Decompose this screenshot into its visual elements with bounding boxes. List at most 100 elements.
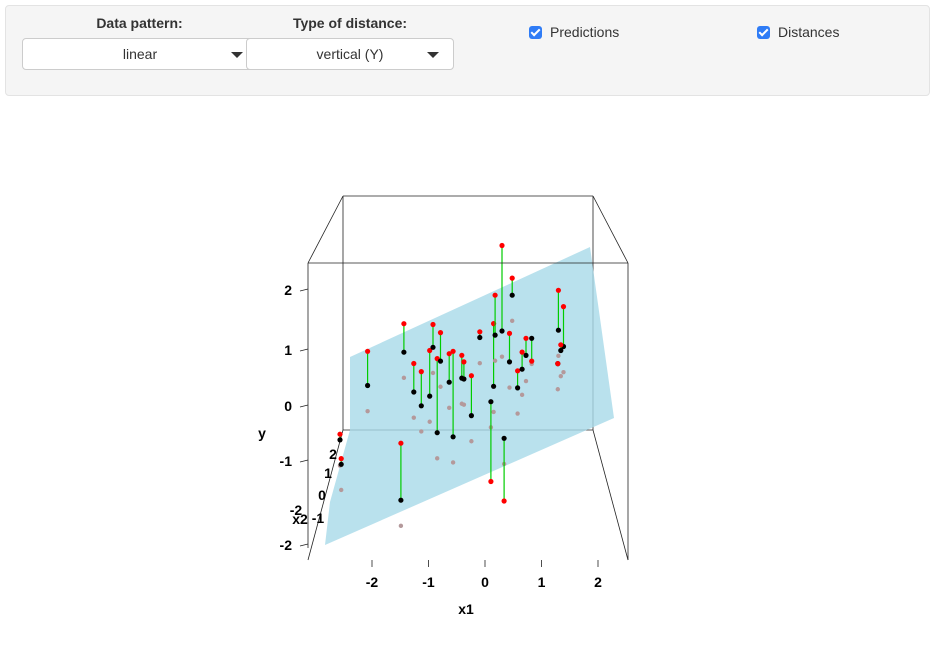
predicted-point: [555, 287, 562, 293]
chevron-down-icon: [231, 52, 243, 58]
observed-point: [450, 434, 456, 440]
distance-type-select[interactable]: vertical (Y): [246, 38, 454, 70]
predicted-point: [430, 321, 436, 328]
predicted-point: [492, 292, 498, 298]
y-tick-label: -2: [280, 537, 293, 553]
shadow-point: [419, 429, 424, 434]
shadow-point: [510, 318, 515, 324]
observed-point: [509, 292, 515, 298]
x2-axis-label: x2: [292, 511, 308, 527]
y-tick-label: -1: [280, 453, 293, 469]
shadow-point: [339, 487, 344, 493]
predictions-checkbox[interactable]: Predictions: [529, 24, 619, 40]
x2-tick-label: 2: [329, 446, 337, 462]
x2-tick-label: -1: [312, 510, 325, 526]
data-pattern-label: Data pattern:: [96, 15, 183, 31]
data-points: [337, 242, 567, 529]
distances-checkbox[interactable]: Distances: [757, 24, 839, 40]
x1-tick-label: -2: [366, 574, 379, 590]
observed-point: [488, 399, 494, 405]
observed-point: [434, 430, 440, 436]
x2-tick-label: -2: [290, 502, 303, 518]
observed-point: [461, 376, 467, 382]
x2-tick-label: 1: [324, 465, 332, 481]
shadow-point: [469, 439, 474, 444]
axis-ticks: -2 -1 0 1 2 -2 -1 0 1 2 -2 -1 0 1 2: [280, 282, 603, 590]
observed-point: [446, 379, 452, 385]
shadow-point: [447, 405, 452, 411]
data-pattern-select[interactable]: linear: [22, 38, 258, 70]
plot-box-front: [307, 262, 629, 560]
predicted-point: [337, 431, 343, 437]
observed-point: [411, 389, 417, 395]
shadow-point: [477, 360, 482, 366]
observed-point: [337, 437, 343, 443]
y-tick: [299, 404, 309, 408]
observed-point: [529, 335, 535, 341]
observed-point: [430, 344, 436, 350]
shadow-point: [438, 384, 443, 389]
checkbox-checked-icon[interactable]: [757, 25, 770, 39]
predicted-point: [506, 330, 513, 336]
y-tick: [299, 543, 309, 547]
regression-plane-surface: [325, 247, 614, 545]
shadow-point: [401, 375, 407, 381]
observed-point: [477, 334, 483, 341]
predicted-point: [560, 304, 567, 310]
predicted-point: [499, 242, 505, 249]
observed-point: [418, 403, 424, 409]
distances-label: Distances: [778, 24, 840, 40]
y-tick-label: 0: [284, 398, 292, 414]
shadow-point: [491, 409, 496, 415]
shadow-point: [561, 369, 566, 375]
y-tick: [299, 288, 309, 292]
observed-point: [491, 383, 497, 389]
y-tick-label: 2: [284, 282, 292, 298]
predicted-point: [450, 348, 456, 354]
box-edge: [592, 429, 629, 561]
observed-point: [492, 332, 498, 338]
shadow-point: [430, 370, 436, 376]
observed-point: [365, 382, 371, 389]
predicted-point: [365, 348, 371, 354]
shadow-point: [558, 373, 563, 379]
predicted-point: [401, 321, 407, 327]
predicted-point: [338, 456, 344, 462]
data-pattern-value: linear: [122, 46, 158, 62]
shadow-point: [492, 358, 498, 363]
shadow-point: [555, 387, 560, 392]
predicted-point: [515, 368, 521, 374]
x1-axis-label: x1: [458, 601, 474, 617]
observed-point: [555, 327, 562, 333]
box-edge: [307, 429, 344, 561]
observed-point: [398, 497, 404, 503]
observed-point: [506, 359, 513, 365]
observed-point: [523, 352, 529, 358]
observed-point: [401, 349, 407, 355]
x1-tick-label: -1: [422, 574, 435, 590]
shadow-point: [450, 460, 456, 465]
predicted-point: [411, 360, 417, 367]
predicted-point: [523, 335, 529, 341]
shadow-point: [515, 411, 520, 416]
x1-tick-label: 1: [538, 574, 546, 590]
observed-point: [501, 435, 507, 441]
predicted-point: [501, 498, 507, 504]
x1-tick-label: 0: [481, 574, 489, 590]
checkbox-checked-icon[interactable]: [529, 25, 542, 39]
y-tick: [299, 459, 309, 463]
predicted-point: [437, 330, 444, 336]
predicted-point: [529, 358, 535, 364]
distance-type-value: vertical (Y): [316, 46, 384, 62]
distance-type-label: Type of distance:: [292, 15, 408, 31]
observed-point: [519, 366, 525, 372]
shadow-point: [507, 385, 512, 390]
shadow-point: [556, 353, 561, 359]
box-edge: [307, 195, 344, 264]
shadow-point: [519, 392, 525, 398]
shadow-point: [523, 378, 529, 384]
predicted-point: [459, 352, 465, 358]
shadow-point: [411, 415, 416, 420]
x1-tick-label: 2: [594, 574, 602, 590]
